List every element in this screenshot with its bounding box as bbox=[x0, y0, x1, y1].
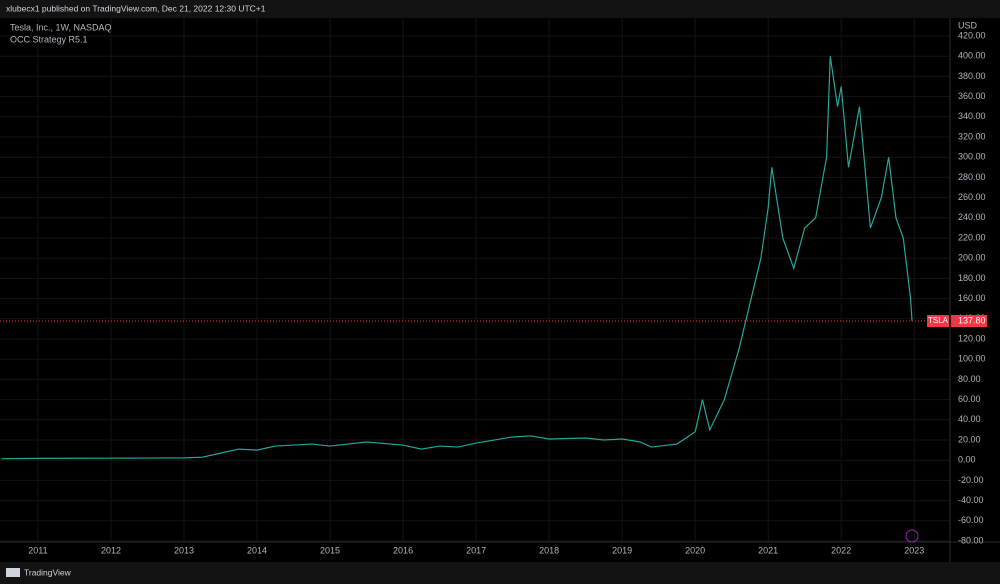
y-tick-label: 100.00 bbox=[958, 354, 986, 364]
y-tick-label: 20.00 bbox=[958, 434, 981, 444]
y-tick-label: 80.00 bbox=[958, 374, 981, 384]
y-tick-label: -60.00 bbox=[958, 515, 984, 525]
y-tick-label: 280.00 bbox=[958, 172, 986, 182]
y-tick-label: 160.00 bbox=[958, 293, 986, 303]
x-tick-label: 2022 bbox=[831, 545, 851, 555]
y-tick-label: 420.00 bbox=[958, 30, 986, 40]
x-tick-label: 2018 bbox=[539, 545, 559, 555]
events-icon[interactable] bbox=[905, 529, 919, 543]
y-tick-label: 60.00 bbox=[958, 394, 981, 404]
y-tick-label: 180.00 bbox=[958, 273, 986, 283]
x-tick-label: 2016 bbox=[393, 545, 413, 555]
footer-brand: TradingView bbox=[24, 567, 72, 577]
y-tick-label: 360.00 bbox=[958, 91, 986, 101]
x-tick-label: 2020 bbox=[685, 545, 705, 555]
header-bar bbox=[0, 0, 1000, 18]
x-tick-label: 2014 bbox=[247, 545, 267, 555]
x-tick-label: 2011 bbox=[28, 545, 47, 555]
price-line bbox=[1, 56, 913, 460]
footer-bar bbox=[0, 562, 1000, 584]
x-tick-label: 2019 bbox=[612, 545, 632, 555]
x-tick-label: 2013 bbox=[174, 545, 194, 555]
y-tick-label: 260.00 bbox=[958, 192, 986, 202]
y-tick-label: 0.00 bbox=[958, 455, 976, 465]
y-tick-label: -20.00 bbox=[958, 475, 984, 485]
y-tick-label: 400.00 bbox=[958, 51, 986, 61]
y-tick-label: 380.00 bbox=[958, 71, 986, 81]
y-tick-label: 40.00 bbox=[958, 414, 981, 424]
y-tick-label: 220.00 bbox=[958, 232, 986, 242]
y-tick-label: 320.00 bbox=[958, 131, 986, 141]
price-badge bbox=[951, 315, 987, 328]
y-tick-label: 200.00 bbox=[958, 253, 986, 263]
y-tick-label: 120.00 bbox=[958, 333, 986, 343]
chart-title: Tesla, Inc., 1W, NASDAQ bbox=[10, 22, 112, 32]
x-tick-label: 2017 bbox=[466, 545, 486, 555]
y-axis-label: USD bbox=[958, 20, 978, 30]
y-tick-label: -80.00 bbox=[958, 535, 984, 545]
publish-info: xlubecx1 published on TradingView.com, D… bbox=[6, 3, 266, 13]
x-tick-label: 2023 bbox=[904, 545, 924, 555]
logo-icon bbox=[6, 568, 20, 577]
y-tick-label: 240.00 bbox=[958, 212, 986, 222]
chart-subtitle: OCC Strategy R5.1 bbox=[10, 34, 88, 44]
symbol-badge bbox=[927, 315, 949, 328]
x-tick-label: 2012 bbox=[101, 545, 121, 555]
y-tick-label: 340.00 bbox=[958, 111, 986, 121]
last-price-label: 137.80 bbox=[958, 315, 986, 325]
y-tick-label: -40.00 bbox=[958, 495, 984, 505]
x-tick-label: 2015 bbox=[320, 545, 340, 555]
x-tick-label: 2021 bbox=[758, 545, 778, 555]
y-tick-label: 300.00 bbox=[958, 152, 986, 162]
symbol-label: TSLA bbox=[928, 316, 949, 325]
